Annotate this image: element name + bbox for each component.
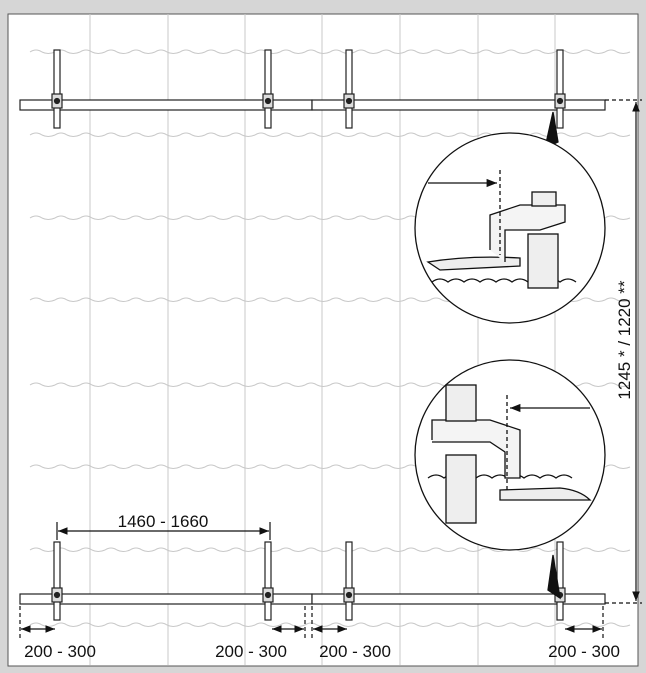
hooks bbox=[51, 49, 566, 621]
roof-hook bbox=[556, 541, 564, 621]
width-dimension bbox=[56, 522, 271, 540]
rails bbox=[19, 99, 606, 605]
roof-hook bbox=[345, 541, 353, 621]
roof-hook bbox=[556, 49, 564, 129]
rail bbox=[311, 99, 606, 111]
edge-label: 200 - 300 bbox=[319, 642, 391, 661]
roof-hook bbox=[53, 541, 61, 621]
bolt bbox=[53, 591, 61, 599]
bolt bbox=[53, 97, 61, 105]
edge-dimensions bbox=[19, 606, 604, 640]
edge-label: 200 - 300 bbox=[24, 642, 96, 661]
detail-top bbox=[414, 111, 606, 324]
tile-row bbox=[29, 547, 631, 552]
roof-hook bbox=[345, 49, 353, 129]
width-label: 1460 - 1660 bbox=[118, 512, 209, 531]
rail bbox=[311, 593, 606, 605]
bolt bbox=[345, 97, 353, 105]
detail-bottom bbox=[414, 359, 606, 600]
height-dimension bbox=[605, 99, 642, 604]
bolt bbox=[556, 97, 564, 105]
edge-label: 200 - 300 bbox=[215, 642, 287, 661]
bolt bbox=[345, 591, 353, 599]
bolt bbox=[264, 97, 272, 105]
roof-hook bbox=[264, 49, 272, 129]
bolt bbox=[264, 591, 272, 599]
tile-row bbox=[29, 622, 631, 627]
roof-hook bbox=[53, 49, 61, 129]
panel bbox=[7, 13, 639, 667]
height-label: 1245 * / 1220 ** bbox=[615, 280, 634, 399]
tile-row bbox=[29, 49, 631, 54]
edge-label: 200 - 300 bbox=[548, 642, 620, 661]
roof-hook bbox=[264, 541, 272, 621]
